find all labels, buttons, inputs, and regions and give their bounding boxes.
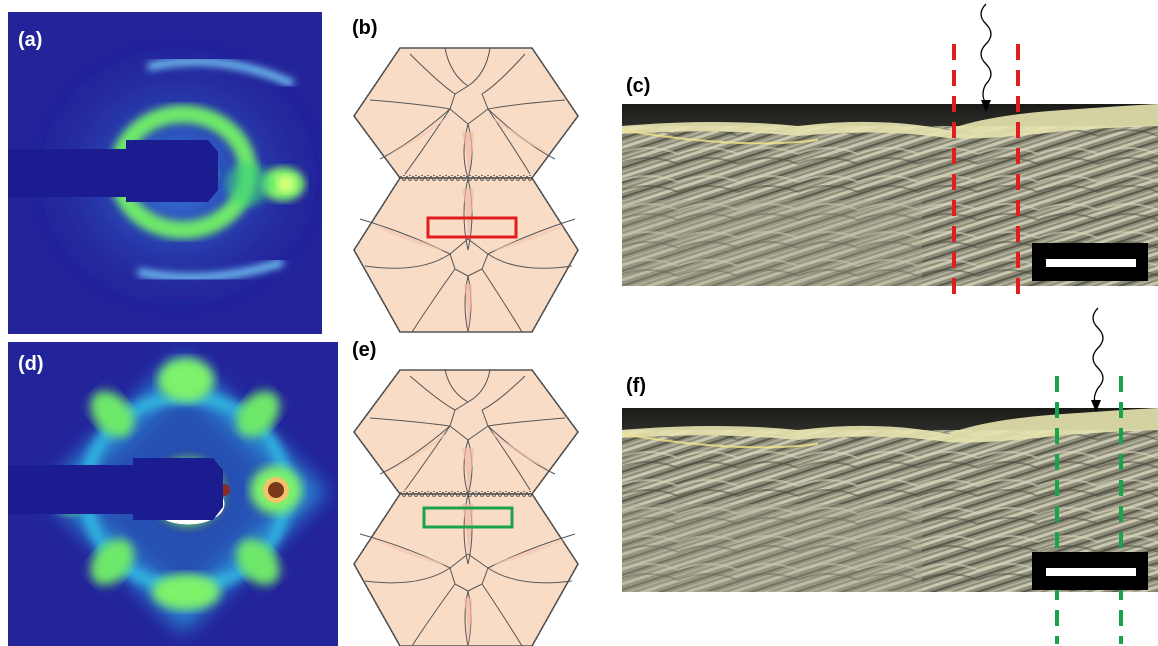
micrograph-f [621,307,1158,644]
scale-bar-c [1046,259,1136,267]
selection-box-b [426,216,518,239]
micrograph-c [621,3,1158,296]
panel-label-d: (d) [18,353,44,375]
panel-label-b: (b) [352,17,378,39]
diffraction-pattern-d [8,342,338,646]
panel-f: (f) [618,304,1158,646]
panel-b: (b) [350,14,585,336]
hexagon-schematic-b [353,47,579,333]
hexagon-schematic-e [353,369,579,646]
panel-label-a: (a) [18,29,43,51]
panel-label-e: (e) [352,339,377,361]
panel-d: (d) [8,342,338,646]
panel-label-c: (c) [626,75,651,97]
selection-box-e [422,506,514,529]
scale-bar-f [1046,568,1136,576]
panel-a: (a) [8,12,322,334]
panel-e: (e) [350,336,585,646]
panel-label-f: (f) [626,375,646,397]
incident-beam-arrow-c [980,3,992,105]
incident-beam-arrow-f [1092,307,1104,405]
diffraction-pattern-a [8,12,322,334]
panel-c: (c) [618,0,1158,300]
